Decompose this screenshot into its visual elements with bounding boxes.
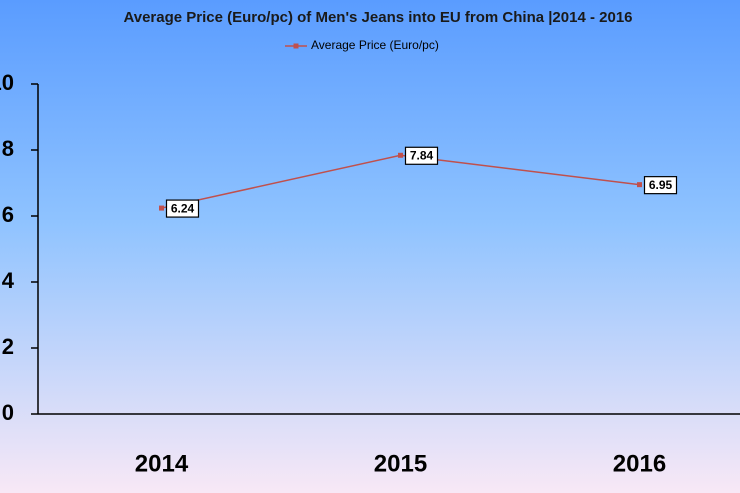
chart-title: Average Price (Euro/pc) of Men's Jeans i… xyxy=(123,9,632,26)
x-tick-label: 2015 xyxy=(374,450,427,477)
y-tick-label: 8 xyxy=(2,136,14,161)
x-tick-label: 2016 xyxy=(613,450,666,477)
point xyxy=(637,182,642,188)
data-label: 7.84 xyxy=(410,148,434,162)
y-tick-label: 10 xyxy=(0,70,14,95)
y-tick-label: 2 xyxy=(2,334,14,359)
legend-label: Average Price (Euro/pc) xyxy=(311,38,439,52)
point xyxy=(159,205,164,211)
data-label-box xyxy=(404,146,439,165)
data-label: 6.95 xyxy=(649,178,673,192)
y-tick-label: 6 xyxy=(2,202,14,227)
legend-marker xyxy=(293,43,299,49)
y-tick-label: 4 xyxy=(2,268,15,293)
data-label: 6.24 xyxy=(171,201,195,215)
point xyxy=(398,152,403,158)
data-label-box xyxy=(643,176,678,195)
x-tick-label: 2014 xyxy=(135,450,189,477)
y-tick-label: 0 xyxy=(2,400,14,425)
data-label-box xyxy=(165,199,200,218)
